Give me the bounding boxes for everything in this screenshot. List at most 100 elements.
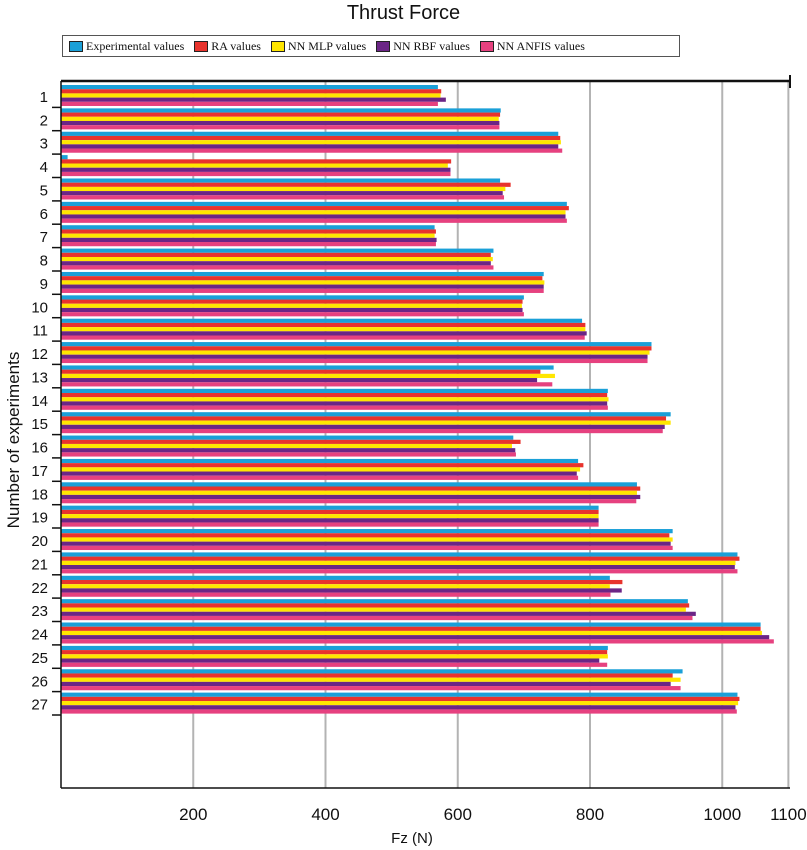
bar-exp25-s4 — [61, 658, 600, 663]
chart-title: Thrust Force — [346, 2, 461, 24]
bar-exp16-s1 — [61, 435, 514, 440]
bar-exp23-s2 — [61, 603, 690, 608]
bar-exp17-s3 — [61, 467, 581, 472]
x-tick-label-600: 600 — [444, 805, 472, 824]
legend-label: Experimental values — [86, 38, 185, 53]
bar-exp2-s5 — [61, 125, 500, 130]
bar-exp6-s5 — [61, 218, 567, 223]
bar-exp6-s1 — [61, 201, 567, 207]
bar-exp21-s5 — [61, 569, 738, 574]
bar-exp6-s4 — [61, 214, 566, 219]
bar-exp17-s2 — [61, 463, 584, 468]
bar-exp11-s5 — [61, 335, 585, 340]
bar-exp4-s1 — [61, 155, 68, 160]
x-tick-label-1100: 1100 — [770, 805, 807, 824]
bar-exp1-s5 — [61, 101, 438, 106]
legend-label: RA values — [211, 38, 261, 53]
y-tick-label-26: 26 — [31, 673, 48, 690]
bar-exp24-s5 — [61, 639, 774, 644]
y-tick-label-21: 21 — [31, 556, 48, 573]
bar-exp25-s1 — [61, 645, 608, 651]
bar-exp10-s2 — [61, 299, 523, 304]
bar-exp26-s4 — [61, 681, 671, 687]
bar-exp15-s1 — [61, 412, 671, 417]
legend-item-2: RA values — [194, 39, 261, 54]
y-tick-label-7: 7 — [40, 229, 48, 246]
bar-exp4-s2 — [61, 159, 452, 164]
bar-exp1-s4 — [61, 97, 446, 102]
y-tick-label-2: 2 — [40, 112, 48, 129]
x-tick-label-400: 400 — [311, 805, 339, 824]
bar-exp25-s5 — [61, 662, 608, 667]
bar-exp6-s2 — [61, 206, 569, 211]
y-tick-label-9: 9 — [40, 276, 48, 293]
bar-exp23-s3 — [61, 607, 686, 612]
bar-exp17-s4 — [61, 471, 577, 476]
bar-exp27-s2 — [61, 696, 740, 702]
chart-legend: Experimental values RA values NN MLP value… — [62, 35, 680, 57]
bar-exp19-s1 — [61, 505, 599, 510]
bar-exp13-s2 — [61, 369, 541, 374]
bar-exp25-s2 — [61, 650, 608, 655]
bar-exp22-s2 — [61, 579, 623, 585]
legend-swatch — [270, 40, 285, 52]
bar-exp2-s4 — [61, 120, 500, 126]
bar-exp18-s5 — [61, 499, 637, 504]
bar-exp8-s5 — [61, 265, 494, 270]
bar-exp16-s3 — [61, 443, 512, 449]
bar-exp20-s5 — [61, 545, 673, 551]
bar-exp14-s1 — [61, 388, 608, 394]
bar-exp8-s1 — [61, 248, 494, 253]
bar-exp17-s1 — [61, 458, 579, 464]
bar-exp19-s2 — [61, 509, 599, 515]
bar-exp23-s5 — [61, 615, 693, 621]
bar-exp1-s2 — [61, 89, 442, 94]
bar-exp22-s5 — [61, 592, 611, 597]
y-tick-label-17: 17 — [31, 463, 48, 480]
bar-exp9-s4 — [61, 284, 544, 289]
bar-exp18-s1 — [61, 482, 637, 487]
bar-exp3-s3 — [61, 140, 561, 145]
bar-exp21-s2 — [61, 556, 740, 561]
bar-exp3-s4 — [61, 144, 559, 149]
bar-exp19-s3 — [61, 514, 599, 519]
legend-item-3: NN MLP values — [270, 38, 367, 54]
legend-label: NN MLP values — [287, 38, 367, 53]
bar-exp2-s1 — [61, 108, 501, 113]
bar-exp5-s1 — [61, 178, 501, 183]
bar-exp10-s5 — [61, 312, 524, 317]
bar-exp11-s1 — [61, 318, 583, 323]
bar-exp18-s3 — [61, 490, 637, 495]
bar-exp4-s3 — [61, 163, 448, 168]
bar-exp3-s2 — [61, 135, 561, 141]
bar-exp3-s5 — [61, 148, 563, 153]
bar-exp20-s4 — [61, 541, 671, 546]
legend-swatch — [479, 40, 494, 52]
y-tick-label-5: 5 — [40, 183, 48, 200]
bar-exp21-s4 — [61, 565, 735, 570]
y-axis-label: Number of experiments — [4, 352, 23, 529]
legend-swatch — [194, 40, 209, 52]
bar-exp20-s2 — [61, 533, 670, 538]
bar-exp24-s3 — [61, 630, 762, 636]
bar-exp13-s4 — [61, 378, 538, 383]
bar-exp22-s3 — [61, 584, 610, 589]
y-tick-label-23: 23 — [31, 603, 48, 620]
bar-exp18-s4 — [61, 494, 641, 500]
bar-exp23-s4 — [61, 611, 696, 616]
bar-exp12-s5 — [61, 358, 648, 364]
bar-exp18-s2 — [61, 486, 641, 491]
bar-exp6-s3 — [61, 210, 566, 215]
bar-exp13-s5 — [61, 382, 553, 387]
bar-exp26-s2 — [61, 673, 673, 678]
bar-exp15-s3 — [61, 420, 671, 425]
bar-exp19-s5 — [61, 522, 599, 527]
bar-exp15-s2 — [61, 416, 667, 421]
bar-exp26-s5 — [61, 686, 681, 691]
y-tick-label-10: 10 — [31, 299, 48, 316]
bar-exp20-s3 — [61, 537, 673, 542]
bar-exp27-s1 — [61, 692, 738, 697]
x-tick-label-1000: 1000 — [703, 805, 741, 824]
bar-exp27-s4 — [61, 705, 736, 710]
bar-exp12-s1 — [61, 342, 652, 347]
